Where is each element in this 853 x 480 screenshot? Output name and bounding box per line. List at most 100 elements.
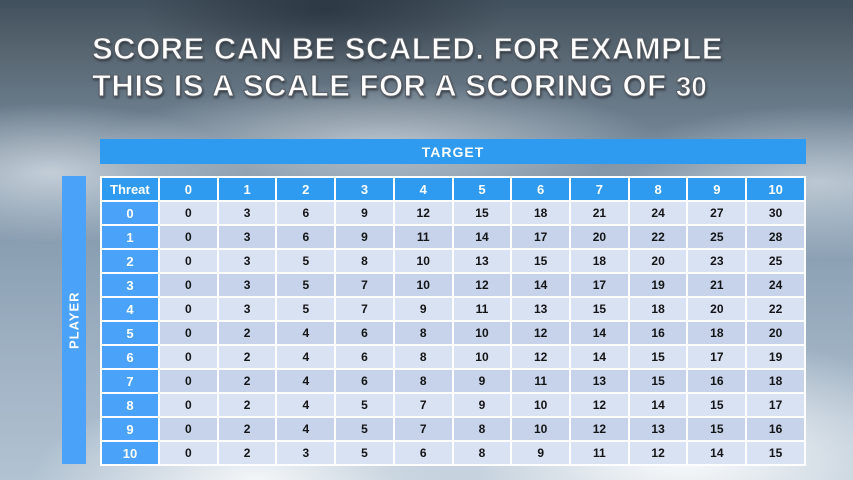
score-cell: 15	[569, 296, 630, 322]
score-cell: 6	[275, 224, 337, 250]
score-cell: 11	[392, 224, 454, 250]
target-header-bar: TARGET	[100, 139, 806, 164]
score-cell: 0	[158, 272, 219, 298]
threat-row-header: 7	[100, 368, 160, 394]
score-cell: 14	[686, 440, 748, 466]
score-cell: 2	[216, 368, 278, 394]
score-cell: 5	[275, 272, 337, 298]
score-cell: 23	[686, 248, 748, 274]
slide-title: SCORE CAN BE SCALED. FOR EXAMPLE THIS IS…	[92, 30, 792, 105]
score-cell: 18	[569, 248, 630, 274]
score-cell: 2	[216, 440, 278, 466]
score-cell: 18	[510, 200, 572, 226]
score-cell: 16	[686, 368, 748, 394]
score-cell: 16	[627, 320, 689, 346]
score-cell: 19	[745, 344, 806, 370]
threat-row-header: 3	[100, 272, 160, 298]
score-cell: 8	[451, 440, 513, 466]
slide-title-line2: THIS IS A SCALE FOR A SCORING OF 30	[92, 68, 708, 104]
table-row: 5 0 2 4 6 8 10 12 14 16 18 20	[100, 320, 806, 346]
score-cell: 15	[686, 392, 748, 418]
score-cell: 12	[510, 344, 572, 370]
score-cell: 15	[686, 416, 748, 442]
score-cell: 4	[275, 320, 337, 346]
score-cell: 7	[392, 416, 454, 442]
score-cell: 9	[392, 296, 454, 322]
target-column-header: 8	[627, 176, 689, 202]
score-cell: 24	[745, 272, 806, 298]
score-cell: 8	[392, 320, 454, 346]
target-column-header: 4	[392, 176, 454, 202]
target-column-header: 7	[569, 176, 630, 202]
threat-header-label: Threat	[100, 176, 160, 202]
score-cell: 10	[510, 416, 572, 442]
player-header-bar: PLAYER	[62, 176, 86, 464]
score-cell: 2	[216, 392, 278, 418]
score-cell: 7	[392, 392, 454, 418]
score-cell: 2	[216, 344, 278, 370]
score-cell: 14	[510, 272, 572, 298]
target-column-header: 3	[334, 176, 395, 202]
score-cell: 5	[334, 392, 395, 418]
threat-row-header: 8	[100, 392, 160, 418]
score-cell: 15	[745, 440, 806, 466]
table-row: 2 0 3 5 8 10 13 15 18 20 23 25	[100, 248, 806, 274]
target-column-header: 0	[158, 176, 219, 202]
score-cell: 21	[686, 272, 748, 298]
score-cell: 6	[275, 200, 337, 226]
threat-row-header: 10	[100, 440, 160, 466]
score-cell: 4	[275, 416, 337, 442]
score-cell: 9	[451, 392, 513, 418]
score-cell: 17	[745, 392, 806, 418]
table-row: 10 0 2 3 5 6 8 9 11 12 14 15	[100, 440, 806, 466]
score-cell: 18	[686, 320, 748, 346]
score-cell: 5	[334, 440, 395, 466]
table-row: 8 0 2 4 5 7 9 10 12 14 15 17	[100, 392, 806, 418]
score-cell: 0	[158, 368, 219, 394]
score-cell: 0	[158, 200, 219, 226]
score-cell: 3	[216, 224, 278, 250]
score-cell: 25	[745, 248, 806, 274]
score-cell: 15	[627, 368, 689, 394]
score-cell: 15	[627, 344, 689, 370]
score-cell: 20	[569, 224, 630, 250]
target-column-header: 6	[510, 176, 572, 202]
table-row: 9 0 2 4 5 7 8 10 12 13 15 16	[100, 416, 806, 442]
score-cell: 2	[216, 320, 278, 346]
score-cell: 5	[334, 416, 395, 442]
slide-title-line1: SCORE CAN BE SCALED. FOR EXAMPLE	[92, 31, 723, 67]
score-cell: 3	[216, 296, 278, 322]
threat-row-header: 9	[100, 416, 160, 442]
score-cell: 22	[745, 296, 806, 322]
score-cell: 17	[510, 224, 572, 250]
score-cell: 7	[334, 272, 395, 298]
score-cell: 14	[569, 320, 630, 346]
score-cell: 0	[158, 248, 219, 274]
score-cell: 12	[569, 392, 630, 418]
score-table: Threat 0 1 2 3 4 5 6 7 8 9 10 0 0 3 6 9 12 15 18 21 24 27 30 1 0 3…	[100, 176, 806, 466]
score-cell: 16	[745, 416, 806, 442]
score-cell: 14	[627, 392, 689, 418]
score-cell: 0	[158, 296, 219, 322]
score-cell: 3	[216, 200, 278, 226]
score-cell: 0	[158, 440, 219, 466]
score-cell: 0	[158, 416, 219, 442]
score-cell: 6	[392, 440, 454, 466]
score-cell: 20	[745, 320, 806, 346]
score-cell: 9	[334, 224, 395, 250]
threat-row-header: 2	[100, 248, 160, 274]
score-cell: 4	[275, 344, 337, 370]
score-cell: 13	[627, 416, 689, 442]
score-cell: 12	[510, 320, 572, 346]
threat-row-header: 4	[100, 296, 160, 322]
score-cell: 22	[627, 224, 689, 250]
score-cell: 10	[451, 344, 513, 370]
table-row: 1 0 3 6 9 11 14 17 20 22 25 28	[100, 224, 806, 250]
threat-row-header: 1	[100, 224, 160, 250]
threat-row-header: 5	[100, 320, 160, 346]
target-label: TARGET	[421, 143, 485, 160]
score-cell: 12	[392, 200, 454, 226]
score-cell: 10	[451, 320, 513, 346]
threat-row-header: 6	[100, 344, 160, 370]
score-cell: 5	[275, 296, 337, 322]
